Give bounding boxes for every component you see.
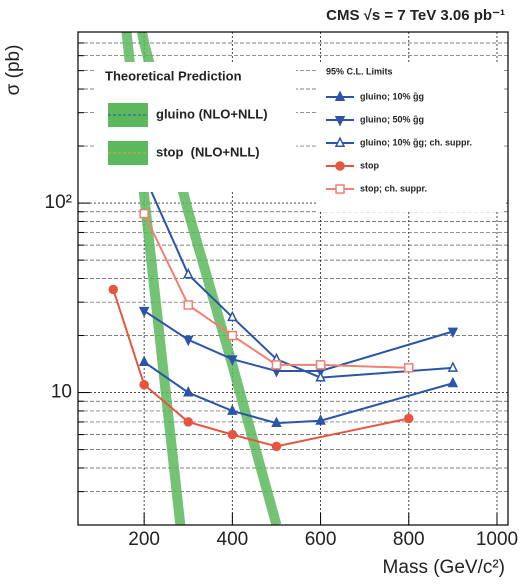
legend-label: gluino; 50% g̃g — [360, 114, 424, 124]
marker — [315, 360, 326, 370]
legend-label: gluino; 10% g̃g — [360, 91, 424, 101]
marker — [334, 116, 346, 127]
marker — [315, 371, 326, 382]
legend-label: gluino (NLO+NLL) — [156, 106, 268, 121]
marker — [138, 355, 150, 366]
legend-label: stop; ch. suppr. — [360, 183, 427, 193]
marker — [271, 441, 282, 452]
marker — [447, 376, 459, 388]
x-tick-label: 200 — [128, 529, 160, 550]
marker — [227, 355, 238, 366]
marker — [227, 330, 238, 341]
limit-line — [143, 213, 409, 369]
marker — [138, 306, 150, 318]
limit-line — [112, 289, 409, 448]
marker — [404, 413, 414, 424]
marker — [404, 363, 414, 373]
legend-label: stop — [360, 160, 380, 170]
marker — [315, 414, 326, 425]
legend-title: 95% C.L. Limits — [326, 66, 393, 76]
chart-title: CMS √s = 7 TeV 3.06 pb⁻¹ — [326, 7, 505, 24]
x-tick-label: 800 — [393, 529, 425, 550]
y-axis-label: σ (pb) — [3, 45, 24, 96]
marker — [271, 360, 282, 370]
legend-box — [318, 62, 504, 212]
marker — [183, 386, 194, 397]
marker — [139, 208, 149, 219]
limit-line — [143, 361, 454, 425]
marker — [335, 184, 345, 194]
legend-title: Theoretical Prediction — [105, 68, 242, 83]
marker — [183, 300, 194, 310]
marker — [334, 90, 346, 101]
x-tick-label: 600 — [305, 529, 337, 550]
y-tick-label: 10 — [51, 382, 72, 403]
y-tick-label: 10² — [45, 192, 72, 213]
theory-band — [137, 32, 282, 525]
legend-label: gluino; 10% g̃g; ch. suppr. — [360, 137, 472, 147]
marker — [227, 310, 238, 322]
marker — [447, 361, 459, 372]
marker — [183, 335, 194, 347]
x-tick-label: 1000 — [476, 529, 518, 550]
plot-frame — [77, 31, 509, 526]
marker — [447, 327, 459, 338]
legend-label: stop (NLO+NLL) — [156, 144, 260, 159]
marker — [227, 404, 238, 415]
marker — [108, 284, 119, 295]
limit-line — [143, 310, 454, 372]
limit-line — [143, 175, 453, 379]
marker — [335, 161, 345, 171]
marker — [139, 379, 149, 390]
marker — [271, 416, 282, 428]
x-tick-label: 400 — [217, 529, 249, 550]
marker — [183, 268, 194, 279]
marker — [227, 429, 238, 440]
marker — [183, 417, 194, 427]
x-axis-label: Mass (GeV/c²) — [383, 557, 505, 578]
marker — [334, 136, 346, 147]
